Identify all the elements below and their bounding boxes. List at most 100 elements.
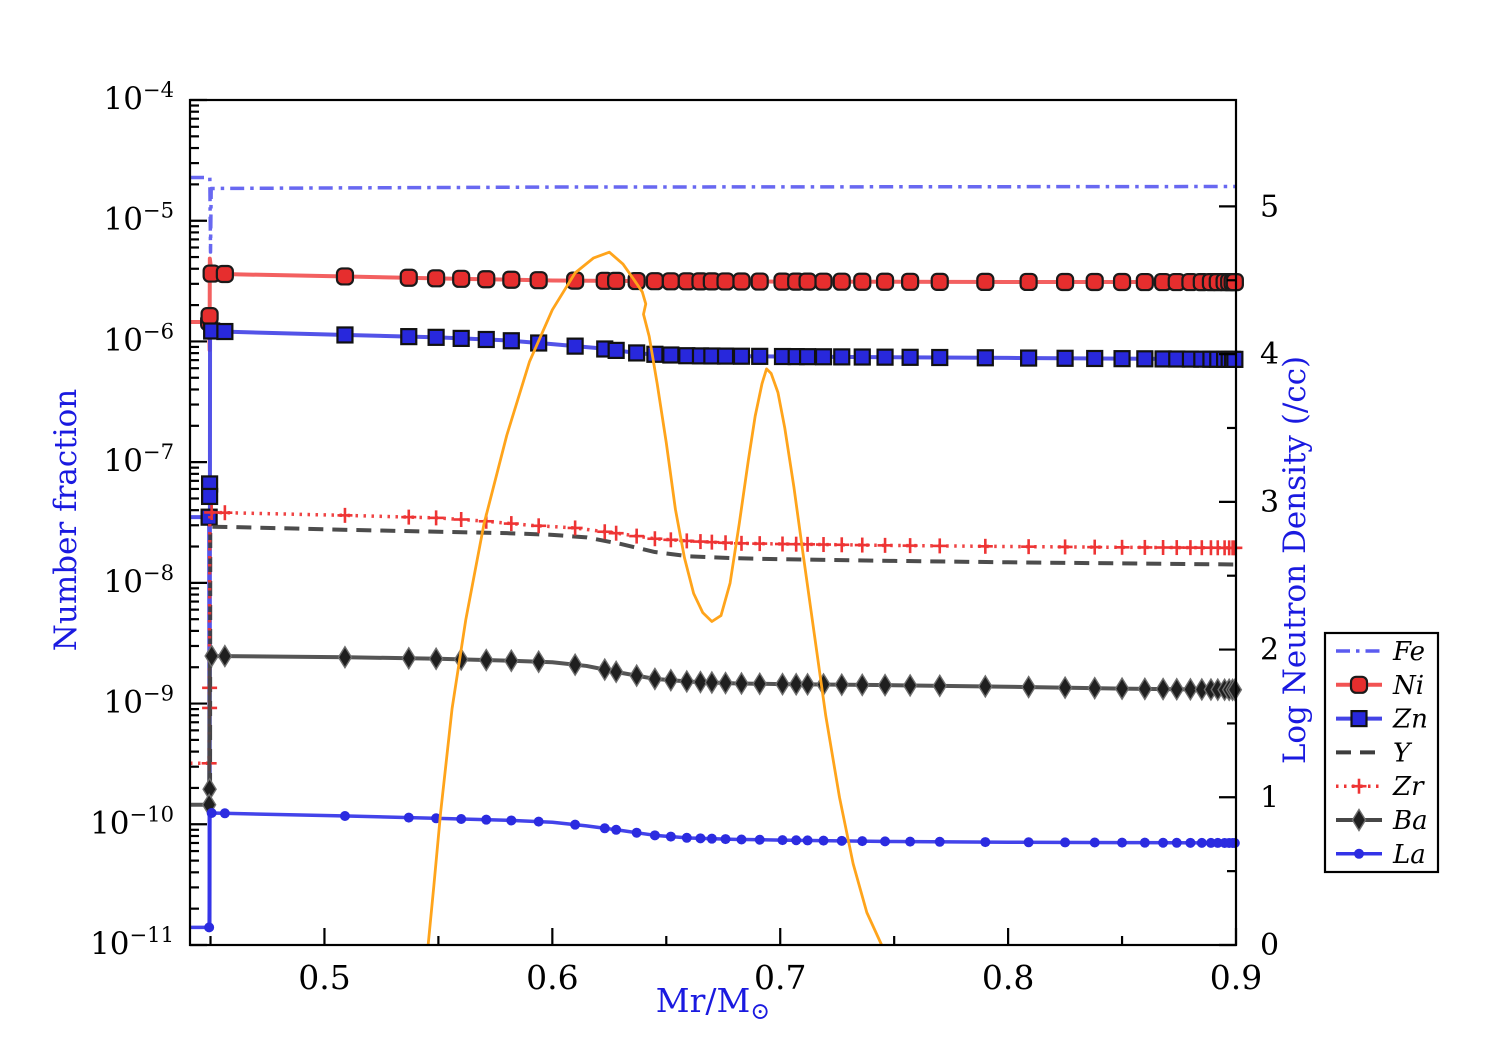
- y-right-tick-label: 3: [1260, 485, 1279, 520]
- marker: [905, 836, 916, 847]
- series-line-Y: [208, 524, 1237, 788]
- marker: [1086, 349, 1104, 368]
- marker: [567, 652, 583, 677]
- marker: [732, 272, 751, 291]
- y-left-tick-label: 10−10: [90, 801, 174, 841]
- legend-entry-La: La: [1336, 840, 1426, 870]
- marker: [647, 667, 663, 691]
- marker: [400, 328, 418, 346]
- marker: [853, 348, 871, 366]
- legend-entry-Fe: Fe: [1336, 637, 1425, 667]
- y-left-tick-label: 10−9: [103, 681, 174, 721]
- marker: [478, 648, 494, 672]
- marker: [477, 270, 496, 289]
- x-tick-label: 0.9: [1210, 958, 1262, 997]
- marker: [503, 648, 519, 673]
- marker: [693, 670, 708, 694]
- marker: [716, 272, 735, 291]
- y-left-tick-label: 10−4: [103, 77, 174, 117]
- marker: [597, 657, 613, 682]
- marker: [1114, 676, 1130, 701]
- marker: [645, 272, 664, 291]
- legend-entry-Ba: Ba: [1336, 806, 1428, 836]
- marker: [206, 808, 217, 819]
- marker: [853, 272, 872, 291]
- marker: [1351, 808, 1367, 832]
- y-right-axis-title: Log Neutron Density (/cc): [1277, 356, 1313, 764]
- legend-label-Ba: Ba: [1392, 806, 1428, 836]
- legend-entry-Zr: Zr: [1336, 772, 1425, 802]
- marker: [977, 674, 993, 699]
- x-axis-title: Mr/M⊙: [656, 981, 770, 1025]
- marker: [1113, 350, 1131, 368]
- legend-label-Zn: Zn: [1392, 705, 1428, 735]
- series-markers-La: [204, 808, 1240, 933]
- marker: [931, 348, 949, 367]
- marker: [836, 835, 847, 846]
- marker: [1229, 837, 1240, 848]
- marker: [720, 834, 731, 845]
- marker: [980, 837, 991, 848]
- legend-label-Fe: Fe: [1392, 637, 1425, 667]
- marker: [204, 922, 215, 933]
- marker: [934, 836, 945, 847]
- marker: [608, 660, 624, 684]
- marker: [901, 348, 919, 366]
- marker: [736, 834, 747, 845]
- marker: [1139, 837, 1150, 848]
- marker: [976, 349, 994, 367]
- legend-entry-Ni: Ni: [1336, 671, 1424, 701]
- marker: [1155, 677, 1171, 701]
- series-La: [190, 808, 1240, 933]
- marker: [788, 672, 804, 697]
- y-left-tick-label: 10−8: [103, 560, 174, 600]
- marker: [718, 671, 733, 695]
- marker: [336, 326, 354, 344]
- marker: [704, 670, 720, 695]
- marker: [1183, 677, 1198, 702]
- series-line-neutron_density: [426, 250, 883, 946]
- marker: [631, 827, 642, 838]
- marker: [339, 811, 350, 822]
- marker: [754, 834, 765, 845]
- marker: [533, 816, 544, 827]
- series-Y: [208, 524, 1237, 788]
- marker: [901, 272, 920, 291]
- marker: [661, 272, 680, 291]
- marker: [857, 836, 868, 847]
- marker: [1226, 350, 1244, 368]
- series-Fe: [190, 175, 1237, 254]
- marker: [802, 835, 813, 846]
- marker: [665, 831, 676, 842]
- plot-border: [188, 98, 1238, 947]
- marker: [1137, 677, 1153, 701]
- marker: [814, 348, 833, 366]
- marker: [1117, 837, 1128, 848]
- y-right-tick-label: 0: [1260, 928, 1279, 963]
- legend-entry-Y: Y: [1336, 738, 1413, 768]
- marker: [1354, 848, 1364, 859]
- marker: [1349, 675, 1369, 694]
- series-neutron_density: [426, 250, 883, 946]
- marker: [734, 671, 749, 696]
- marker: [506, 815, 517, 826]
- marker: [1023, 837, 1034, 848]
- marker: [751, 347, 769, 365]
- marker: [1112, 272, 1132, 292]
- marker: [216, 322, 234, 341]
- marker: [607, 271, 626, 291]
- marker: [1185, 837, 1196, 848]
- legend-label-La: La: [1392, 840, 1426, 870]
- marker: [1196, 837, 1207, 848]
- marker: [1085, 272, 1104, 292]
- marker: [401, 646, 417, 671]
- marker: [646, 345, 664, 363]
- x-tick-label: 0.6: [526, 958, 578, 997]
- marker: [1060, 837, 1071, 848]
- y-left-axis-title: Number fraction: [48, 389, 84, 652]
- marker: [1350, 709, 1368, 728]
- legend-label-Y: Y: [1393, 738, 1413, 768]
- marker: [403, 812, 414, 823]
- x-tick-label: 0.8: [982, 958, 1034, 997]
- marker: [976, 272, 995, 292]
